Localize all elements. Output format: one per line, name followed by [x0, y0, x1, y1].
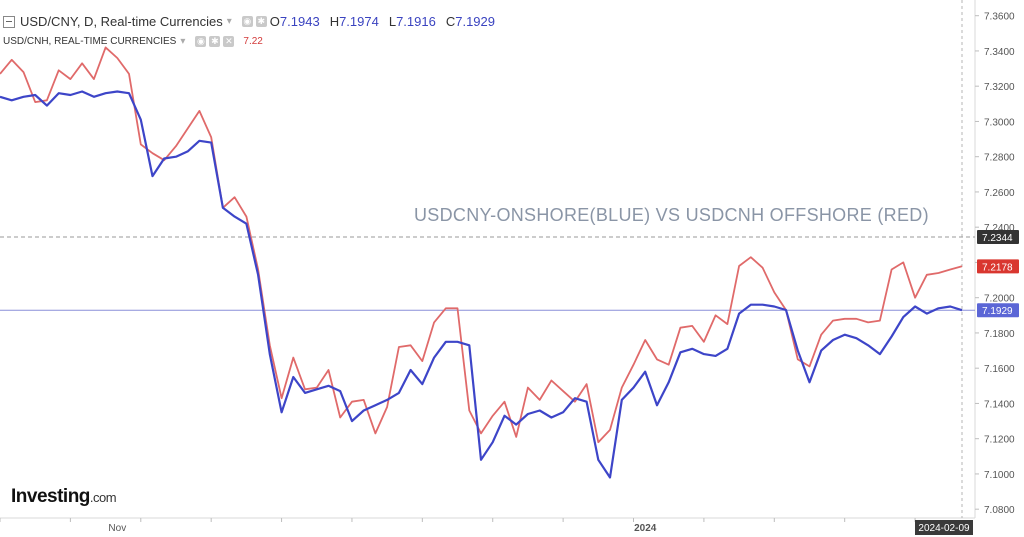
ohlc-low: L7.1916: [388, 14, 436, 29]
y-tick-label: 7.3400: [984, 47, 1015, 58]
overlay-title[interactable]: USD/CNH, REAL-TIME CURRENCIES: [3, 36, 177, 47]
logo-suffix: .com: [89, 490, 117, 505]
y-tick-label: 7.3600: [984, 12, 1015, 23]
offshore-series-line: [0, 46, 963, 444]
onshore-series-line: [0, 90, 963, 479]
y-tick-label: 7.2800: [984, 153, 1015, 164]
ohlc-close: C7.1929: [445, 14, 495, 29]
y-tick-label: 7.1000: [984, 470, 1015, 481]
price-label-box: [977, 259, 1019, 274]
overlay-value: 7.22: [243, 36, 263, 47]
ohlc-open: O7.1943: [269, 14, 320, 29]
y-tick-label: 7.0800: [984, 505, 1015, 516]
settings-icon[interactable]: ✱: [255, 16, 267, 27]
date-label-box: [915, 520, 973, 535]
y-tick-label: 7.1600: [984, 364, 1015, 375]
settings-icon[interactable]: ✱: [209, 36, 221, 47]
price-label: 7.1929: [982, 306, 1013, 317]
close-icon[interactable]: ✕: [223, 36, 235, 47]
eye-icon[interactable]: ◉: [241, 16, 253, 27]
collapse-icon[interactable]: [3, 15, 15, 28]
chevron-down-icon[interactable]: ▾: [180, 36, 186, 47]
y-tick-label: 7.2600: [984, 188, 1015, 199]
x-tick-label: 2024: [634, 523, 657, 534]
eye-icon[interactable]: ◉: [195, 36, 207, 47]
y-tick-label: 7.2400: [984, 223, 1015, 234]
main-legend: USD/CNY, D, Real-time Currencies ▾ ◉ ✱ O…: [3, 14, 505, 29]
x-tick-label: Nov: [108, 523, 126, 534]
price-label: 7.2344: [982, 233, 1013, 244]
y-tick-label: 7.3000: [984, 117, 1015, 128]
ohlc-high: H7.1974: [329, 14, 379, 29]
price-label-box: [977, 303, 1019, 318]
y-tick-label: 7.1800: [984, 329, 1015, 340]
symbol-title[interactable]: USD/CNY, D, Real-time Currencies: [20, 14, 223, 29]
overlay-legend: USD/CNH, REAL-TIME CURRENCIES ▾ ◉ ✱ ✕ 7.…: [3, 36, 263, 47]
y-tick-label: 7.2000: [984, 294, 1015, 305]
investing-logo[interactable]: Investing.com: [11, 486, 117, 508]
logo-brand: Investing: [11, 486, 90, 507]
y-tick-label: 7.1400: [984, 399, 1015, 410]
date-label: 2024-02-09: [918, 523, 970, 534]
y-tick-label: 7.3200: [984, 82, 1015, 93]
chart-annotation: USDCNY-ONSHORE(BLUE) VS USDCNH OFFSHORE …: [414, 205, 929, 225]
y-tick-label: 7.1200: [984, 435, 1015, 446]
price-label-box: [977, 230, 1019, 245]
price-label: 7.2178: [982, 262, 1013, 273]
chevron-down-icon[interactable]: ▾: [226, 16, 232, 27]
